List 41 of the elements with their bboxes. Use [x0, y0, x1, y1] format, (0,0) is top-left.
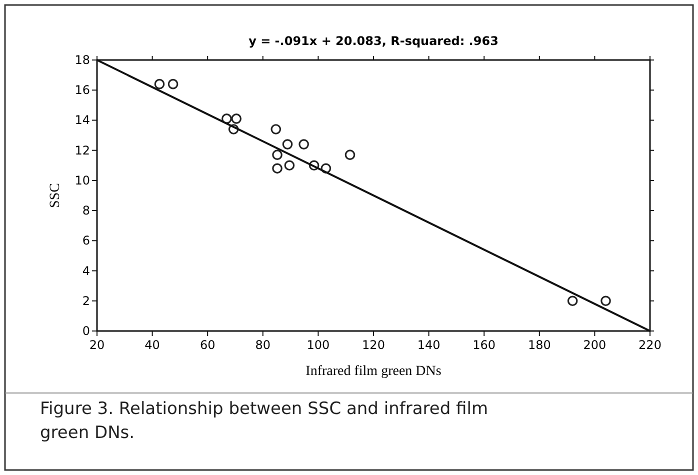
y-tick-label: 14 [74, 113, 90, 128]
y-tick-label: 8 [82, 204, 90, 218]
point [284, 160, 295, 171]
y-tick-label: 12 [74, 143, 90, 158]
point [154, 78, 165, 90]
x-tick-label: 100 [306, 338, 330, 352]
x-tick-label: 20 [89, 338, 105, 352]
point [320, 163, 332, 174]
y-tick-label: 4 [82, 264, 90, 278]
x-tick-label: 80 [255, 338, 271, 352]
y-tick-label: 16 [74, 83, 90, 98]
chart-title: y = -.091x + 20.083, R-squared: .963 [248, 34, 498, 48]
x-tick-label: 160 [472, 338, 496, 352]
point [600, 296, 611, 306]
y-tick-label: 10 [74, 173, 90, 188]
point [308, 160, 320, 171]
point [282, 139, 293, 150]
x-tick-label: 40 [144, 338, 160, 352]
x-tick-label: 220 [638, 338, 662, 352]
point [270, 124, 282, 134]
point [272, 150, 282, 160]
point [344, 150, 356, 160]
caption: Figure 3. Relationship between SSC and infrared film green DNs. [40, 398, 490, 445]
x-tick-label: 140 [417, 338, 440, 352]
point [298, 139, 309, 150]
x-tick-label: 60 [200, 338, 216, 352]
y-tick-label: 2 [82, 294, 90, 308]
point [231, 114, 242, 124]
x-axis-title: Infrared film green DNs [306, 364, 442, 379]
y-axis-title: SSC [48, 183, 63, 208]
y-tick-label: 18 [74, 53, 90, 67]
y-tick-label: 0 [82, 324, 90, 338]
point [222, 114, 232, 124]
point [272, 163, 282, 174]
point [567, 296, 578, 306]
x-tick-label: 120 [362, 338, 385, 352]
point [228, 124, 239, 134]
point [168, 78, 178, 90]
y-tick-label: 6 [82, 234, 90, 248]
x-tick-label: 180 [528, 338, 551, 352]
x-tick-label: 200 [583, 338, 606, 352]
